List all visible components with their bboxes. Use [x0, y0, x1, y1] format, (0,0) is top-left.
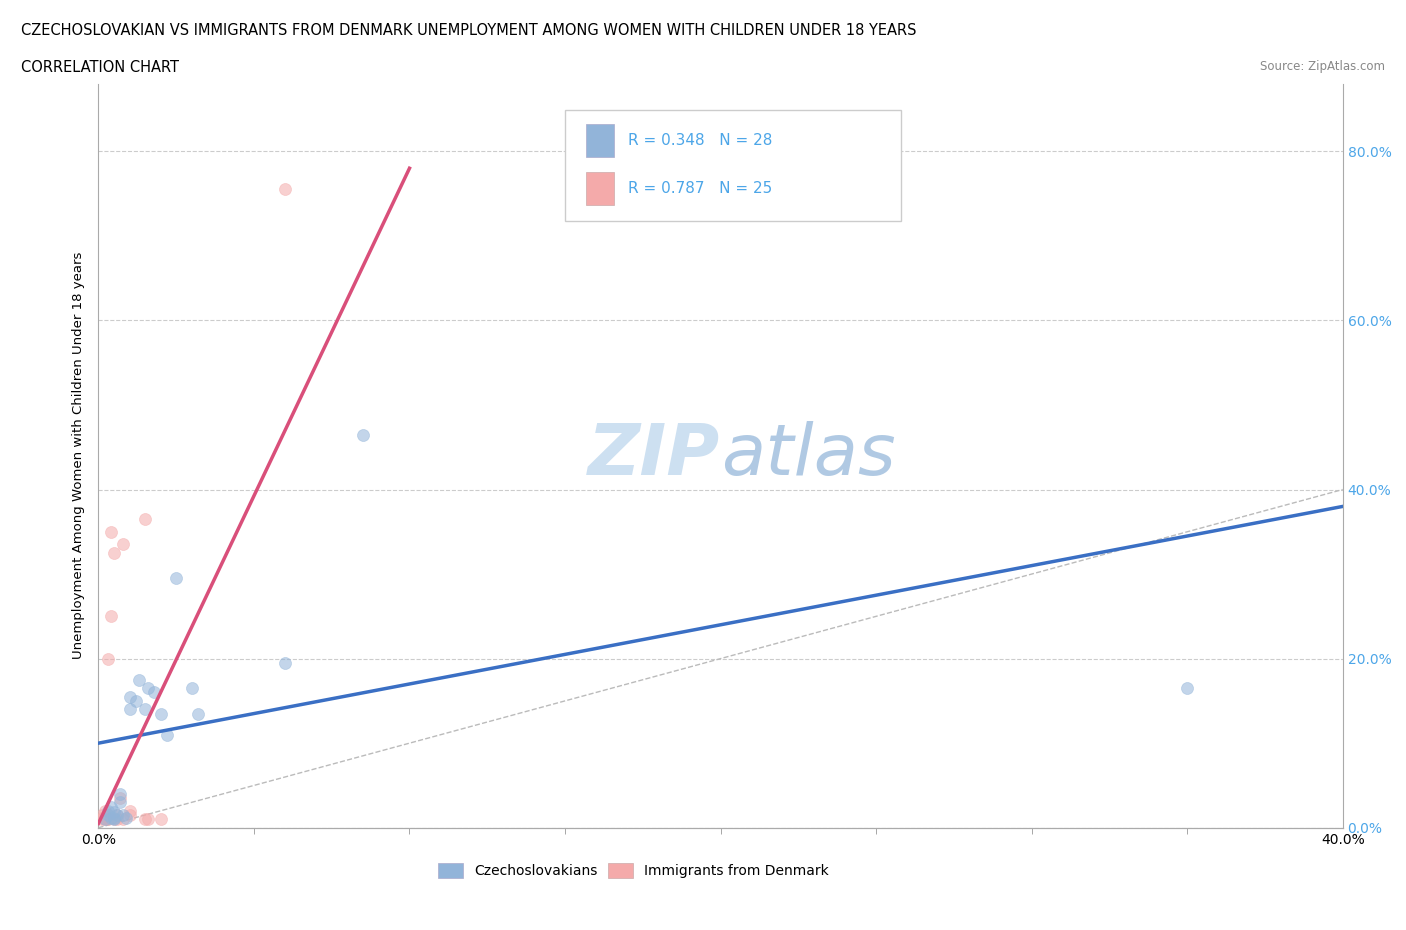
Point [90, 810, 112, 825]
Point [103, 812, 125, 827]
Point [125, 694, 148, 709]
Point [100, 799, 122, 814]
Point [180, 681, 202, 696]
Point [108, 795, 131, 810]
Point [93, 804, 115, 818]
Point [134, 702, 156, 717]
Point [100, 810, 122, 825]
Point [136, 812, 159, 827]
Point [93, 812, 115, 827]
Text: atlas: atlas [721, 421, 896, 490]
Point [97, 804, 120, 818]
Point [118, 702, 141, 717]
Point [105, 812, 128, 827]
Point [352, 427, 374, 442]
Point [100, 525, 122, 539]
Point [134, 812, 156, 827]
Point [97, 807, 120, 822]
Point [136, 681, 159, 696]
Point [93, 812, 115, 827]
Point [118, 804, 141, 818]
Point [97, 651, 120, 666]
Point [165, 571, 187, 586]
Point [115, 810, 138, 825]
Point [97, 807, 120, 822]
Point [128, 672, 150, 687]
Point [112, 537, 135, 551]
FancyBboxPatch shape [586, 124, 613, 157]
Point [134, 512, 156, 526]
Point [103, 810, 125, 825]
Y-axis label: Unemployment Among Women with Children Under 18 years: Unemployment Among Women with Children U… [72, 252, 86, 659]
Point [118, 689, 141, 704]
Point [90, 812, 112, 827]
Point [103, 805, 125, 820]
Point [149, 706, 172, 721]
Text: CZECHOSLOVAKIAN VS IMMIGRANTS FROM DENMARK UNEMPLOYMENT AMONG WOMEN WITH CHILDRE: CZECHOSLOVAKIAN VS IMMIGRANTS FROM DENMA… [21, 23, 917, 38]
Point [156, 727, 179, 742]
Point [105, 807, 128, 822]
Point [103, 546, 125, 561]
Point [274, 182, 297, 197]
Point [108, 787, 131, 802]
Point [274, 656, 297, 671]
Point [112, 807, 135, 822]
Point [100, 609, 122, 624]
Legend: Czechoslovakians, Immigrants from Denmark: Czechoslovakians, Immigrants from Denmar… [432, 857, 835, 884]
Text: Source: ZipAtlas.com: Source: ZipAtlas.com [1260, 60, 1385, 73]
Text: ZIP: ZIP [588, 421, 721, 490]
Point [118, 807, 141, 822]
Point [103, 812, 125, 827]
Point [97, 812, 120, 827]
Point [149, 812, 172, 827]
Point [112, 812, 135, 827]
FancyBboxPatch shape [586, 172, 613, 206]
Point [143, 685, 166, 700]
Text: R = 0.348   N = 28: R = 0.348 N = 28 [628, 133, 773, 148]
Text: CORRELATION CHART: CORRELATION CHART [21, 60, 179, 75]
Point [93, 810, 115, 825]
Point [187, 706, 209, 721]
Point [108, 790, 131, 805]
Point [90, 807, 112, 822]
Point [105, 807, 128, 822]
Text: R = 0.787   N = 25: R = 0.787 N = 25 [628, 180, 773, 196]
Point [1175, 681, 1198, 696]
FancyBboxPatch shape [565, 110, 901, 221]
